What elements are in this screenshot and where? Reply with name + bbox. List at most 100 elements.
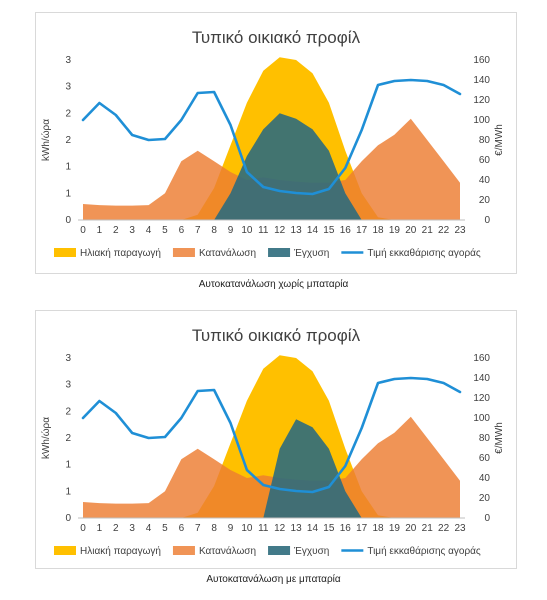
y2-tick-label: 40	[479, 175, 491, 186]
y2-tick-label: 140	[473, 373, 490, 384]
x-tick-label: 17	[356, 523, 368, 534]
x-tick-label: 15	[323, 523, 335, 534]
x-tick-label: 1	[97, 225, 103, 236]
x-tick-label: 20	[405, 523, 417, 534]
x-tick-label: 11	[258, 523, 269, 534]
x-tick-label: 10	[241, 523, 253, 534]
x-tick-label: 12	[274, 523, 286, 534]
x-tick-label: 14	[307, 523, 319, 534]
y-tick-label: 3	[65, 55, 71, 66]
legend-swatch-injection	[268, 248, 291, 257]
x-tick-label: 20	[405, 225, 417, 236]
x-tick-label: 10	[241, 225, 253, 236]
legend-label-solar: Ηλιακή παραγωγή	[80, 247, 161, 259]
x-tick-label: 18	[372, 225, 384, 236]
x-tick-label: 12	[274, 225, 286, 236]
series-area-injection	[83, 113, 460, 220]
series-area-injection	[83, 419, 460, 518]
x-tick-label: 2	[113, 225, 119, 236]
y2-tick-label: 0	[484, 215, 490, 226]
x-tick-label: 18	[372, 523, 384, 534]
x-tick-label: 9	[228, 225, 234, 236]
legend-swatch-injection	[268, 546, 291, 555]
y-tick-label: 1	[65, 162, 71, 173]
series-area-solar	[83, 355, 460, 518]
x-tick-label: 3	[129, 225, 135, 236]
chart-panel-1: Τυπικό οικιακό προφίλ 0 1 1 2 2 3 3 0 20 40 60 80 100…	[35, 12, 517, 274]
y2-tick-label: 160	[473, 353, 490, 364]
y2-tick-label: 20	[479, 195, 491, 206]
chart-2-svg: Τυπικό οικιακό προφίλ0112233020406080100…	[40, 326, 505, 557]
y2-tick-label: 100	[473, 115, 490, 126]
legend-swatch-solar	[54, 248, 76, 257]
y2-tick-label: 20	[479, 493, 491, 504]
chart-1-svg: Τυπικό οικιακό προφίλ0112233020406080100…	[40, 28, 505, 259]
y-tick-label: 1	[65, 188, 71, 199]
series-line-price	[81, 78, 462, 196]
x-tick-label: 22	[438, 225, 450, 236]
y-tick-label: 2	[65, 406, 71, 417]
series-line-price	[81, 376, 462, 494]
legend-label-solar: Ηλιακή παραγωγή	[80, 545, 161, 557]
y-tick-label: 2	[65, 433, 71, 444]
series-area-consumption	[83, 416, 460, 518]
chart-panel-2: Τυπικό οικιακό προφίλ 0 1 1 2 2 3 3 0 20 40 60 80 100…	[35, 310, 517, 569]
x-tick-label: 22	[438, 523, 450, 534]
x-tick-label: 5	[162, 225, 168, 236]
legend-label-consumption: Κατανάλωση	[199, 247, 256, 259]
x-tick-label: 13	[291, 225, 303, 236]
y2-tick-label: 80	[479, 433, 491, 444]
chart-1-caption: Αυτοκατανάλωση χωρίς μπαταρία	[198, 279, 349, 290]
x-tick-label: 8	[211, 225, 217, 236]
x-tick-label: 13	[291, 523, 303, 534]
legend-label-consumption: Κατανάλωση	[199, 545, 256, 557]
x-tick-label: 16	[340, 523, 352, 534]
chart-title: Τυπικό οικιακό προφίλ	[192, 326, 361, 345]
legend-label-price: Τιμή εκκαθάρισης αγοράς	[367, 545, 481, 557]
x-tick-label: 14	[307, 225, 319, 236]
y-axis-label: kWh/ώρα	[40, 417, 52, 459]
legend-label-injection: Έγχυση	[293, 248, 329, 259]
x-tick-label: 9	[228, 523, 234, 534]
y2-axis-label: €/MWh	[494, 124, 505, 156]
y-tick-label: 3	[65, 353, 71, 364]
legend-swatch-consumption	[172, 546, 195, 555]
x-tick-label: 23	[454, 225, 466, 236]
y-tick-label: 0	[65, 513, 71, 524]
x-tick-label: 11	[258, 225, 269, 236]
y-tick-label: 0	[65, 215, 71, 226]
y-axis-label: kWh/ώρα	[40, 119, 52, 161]
legend-swatch-solar	[54, 546, 76, 555]
x-tick-label: 4	[146, 523, 152, 534]
y2-axis-label: €/MWh	[494, 422, 505, 454]
x-tick-label: 7	[195, 225, 201, 236]
x-tick-label: 15	[323, 225, 335, 236]
series-area-consumption	[83, 118, 460, 220]
y-tick-label: 2	[65, 135, 71, 146]
x-tick-label: 0	[80, 225, 86, 236]
chart-title: Τυπικό οικιακό προφίλ	[192, 28, 361, 47]
y2-tick-label: 0	[484, 513, 490, 524]
x-tick-label: 1	[97, 523, 103, 534]
y-tick-label: 3	[65, 82, 71, 93]
x-tick-label: 21	[422, 225, 434, 236]
x-tick-label: 23	[454, 523, 466, 534]
y2-tick-label: 60	[479, 155, 491, 166]
x-tick-label: 5	[162, 523, 168, 534]
y-tick-label: 1	[65, 486, 71, 497]
x-tick-label: 6	[179, 523, 185, 534]
y-tick-label: 3	[65, 380, 71, 391]
y2-tick-label: 60	[479, 453, 491, 464]
x-tick-label: 8	[211, 523, 217, 534]
x-tick-label: 19	[389, 523, 401, 534]
y2-tick-label: 140	[473, 75, 490, 86]
legend-label-injection: Έγχυση	[293, 546, 329, 557]
x-tick-label: 19	[389, 225, 401, 236]
x-tick-label: 0	[80, 523, 86, 534]
x-tick-label: 7	[195, 523, 201, 534]
x-tick-label: 17	[356, 225, 368, 236]
y2-tick-label: 100	[473, 413, 490, 424]
y2-tick-label: 120	[473, 393, 490, 404]
y-tick-label: 1	[65, 460, 71, 471]
legend-swatch-consumption	[172, 248, 195, 257]
